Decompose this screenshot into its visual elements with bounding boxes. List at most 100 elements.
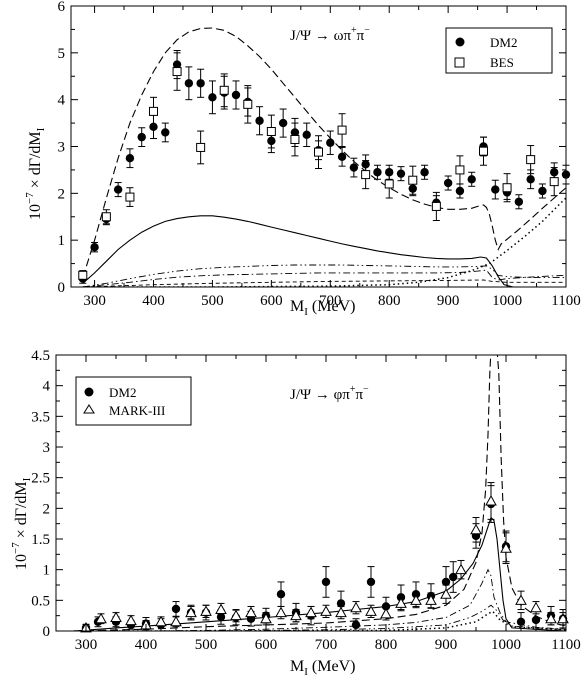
marker-circle xyxy=(443,178,453,188)
curve-dashed xyxy=(73,355,566,631)
marker-triangle xyxy=(335,606,347,618)
marker-circle xyxy=(184,79,194,88)
marker-circle xyxy=(171,604,181,614)
data-point-dm2 xyxy=(321,566,331,598)
marker-circle xyxy=(351,620,361,630)
data-point-dm2 xyxy=(196,68,205,98)
marker-circle xyxy=(455,186,465,196)
legend-marker-dm2 xyxy=(455,37,465,47)
marker-circle xyxy=(491,185,500,194)
panel-omega: 300 400 500 600 700 800 900 1000 1100 0 1 2 3 4 5 6 J/Ψ… xyxy=(24,0,581,318)
marker-triangle xyxy=(545,612,557,624)
data-point-dm2 xyxy=(538,183,547,199)
y-tick-label: 5 xyxy=(58,46,66,62)
data-point-mark-iii xyxy=(185,605,197,620)
marker-triangle xyxy=(215,603,227,615)
marker-square xyxy=(290,134,300,144)
marker-circle xyxy=(278,118,288,128)
data-point-dm2 xyxy=(278,108,288,138)
data-point-mark-iii xyxy=(200,604,212,619)
marker-circle xyxy=(349,163,359,172)
marker-circle xyxy=(208,93,217,102)
data-point-dm2 xyxy=(455,183,465,199)
y-tick-label: 3 xyxy=(43,440,51,456)
marker-square xyxy=(172,67,182,77)
marker-triangle xyxy=(440,588,452,599)
data-point-mark-iii xyxy=(230,609,242,623)
data-point-bes xyxy=(361,160,371,190)
marker-square xyxy=(266,127,276,137)
curve-dashed-fine xyxy=(82,279,566,287)
x-tick-label: 400 xyxy=(135,637,158,653)
marker-circle xyxy=(255,116,264,125)
marker-triangle xyxy=(260,612,272,624)
data-point-dm2 xyxy=(255,106,264,136)
x-tick-label: 500 xyxy=(201,293,224,309)
curve-dashed xyxy=(82,27,566,278)
data-point-dm2 xyxy=(396,166,406,182)
data-point-bes xyxy=(101,209,111,225)
data-point-dm2 xyxy=(302,122,311,147)
marker-triangle xyxy=(500,542,512,553)
data-point-mark-iii xyxy=(470,517,482,543)
marker-triangle xyxy=(305,606,317,618)
marker-triangle xyxy=(320,605,332,616)
data-point-bes xyxy=(549,167,559,197)
data-point-dm2 xyxy=(349,157,359,178)
data-point-bes xyxy=(431,191,441,221)
y-axis-label-omega: 10−7 × dΓ/dMI xyxy=(24,127,47,220)
marker-circle xyxy=(336,599,346,608)
marker-circle xyxy=(90,242,99,252)
data-point-dm2 xyxy=(443,175,453,191)
marker-circle xyxy=(526,175,535,184)
y-tick-label: 1 xyxy=(58,233,66,249)
x-tick-label: 300 xyxy=(75,637,98,653)
marker-triangle xyxy=(380,607,392,619)
marker-circle xyxy=(137,132,146,142)
y-tick-label: 4 xyxy=(58,93,66,109)
y-tick-label: 0 xyxy=(43,624,51,640)
x-tick-label: 700 xyxy=(319,293,342,309)
data-point-bes xyxy=(219,73,229,108)
data-point-mark-iii xyxy=(425,592,437,609)
curve-dash-dot-dot xyxy=(82,264,566,287)
process-label-phi: J/Ψ → φπ+π− xyxy=(290,384,369,403)
panel-phi: 300 400 500 600 700 800 900 1000 1100 0 0.5 1 1.5 2 2.… xyxy=(10,348,581,678)
y-tick-label: 3.5 xyxy=(31,409,50,425)
x-tick-label: 1100 xyxy=(551,637,580,653)
data-point-bes xyxy=(290,122,300,157)
marker-circle xyxy=(125,154,135,163)
y-tick-label: 6 xyxy=(58,0,66,15)
data-point-mark-iii xyxy=(485,482,497,520)
marker-circle xyxy=(514,197,524,206)
data-point-dm2 xyxy=(137,127,146,147)
data-point-bes xyxy=(526,145,536,175)
data-point-dm2 xyxy=(161,122,170,143)
y-tick-label: 0.5 xyxy=(31,593,50,609)
process-label-omega: J/Ψ → ωπ+π− xyxy=(290,25,370,44)
data-point-dm2 xyxy=(113,182,123,198)
legend-box-phi xyxy=(75,376,192,426)
data-point-bes xyxy=(149,96,158,126)
data-point-dm2 xyxy=(171,601,181,617)
x-axis-label-phi: MI (MeV) xyxy=(290,658,355,678)
data-point-mark-iii xyxy=(245,605,257,620)
data-point-bes xyxy=(502,173,512,203)
marker-square xyxy=(455,165,465,175)
legend-label-bes: BES xyxy=(490,55,514,70)
marker-square xyxy=(502,183,512,193)
y-tick-label: 1 xyxy=(43,563,51,579)
marker-triangle xyxy=(95,612,107,624)
legend-marker-dm2-phi xyxy=(84,387,94,397)
marker-circle xyxy=(441,577,451,587)
data-point-mark-iii xyxy=(515,590,527,611)
data-point-dm2 xyxy=(366,566,376,598)
marker-circle xyxy=(516,617,526,626)
y-tick-label: 2 xyxy=(43,501,51,517)
marker-triangle xyxy=(365,605,377,616)
marker-square xyxy=(78,270,88,280)
legend-marker-mark3 xyxy=(83,404,95,414)
x-tick-label: 300 xyxy=(83,293,106,309)
marker-triangle xyxy=(425,594,437,605)
y-tick-label: 0 xyxy=(58,280,66,296)
